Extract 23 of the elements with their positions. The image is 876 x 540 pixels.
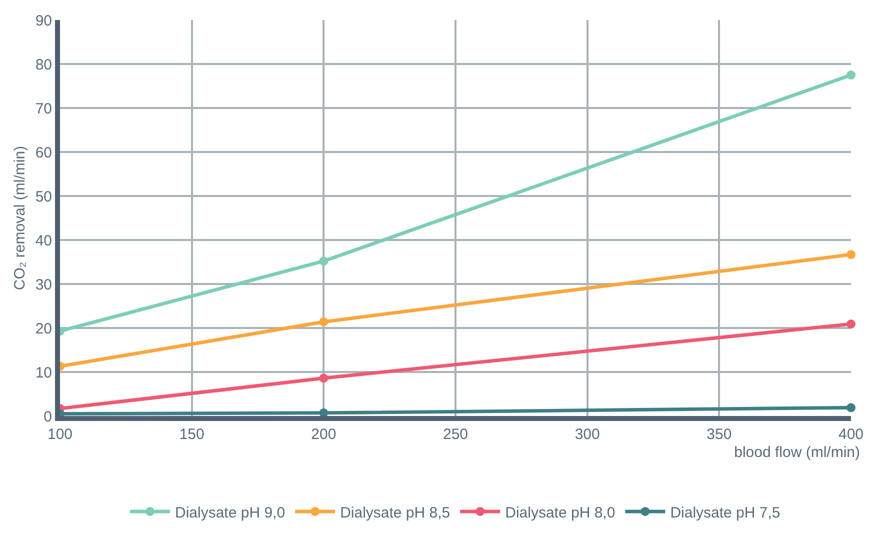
y-axis-title: CO₂ removal (ml/min) (12, 146, 29, 290)
y-tick-label: 40 (35, 232, 52, 250)
y-tick-label: 80 (35, 56, 52, 74)
y-tick-label: 10 (35, 364, 52, 382)
y-tick-label: 20 (35, 320, 52, 338)
y-tick-label: 0 (44, 408, 52, 426)
x-tick-label: 200 (311, 426, 336, 443)
y-tick-label: 50 (35, 188, 52, 206)
x-tick-label: 400 (838, 426, 864, 443)
x-tick-label: 100 (47, 426, 73, 443)
y-tick-label: 60 (35, 144, 52, 162)
x-axis-title: blood flow (ml/min) (734, 444, 860, 461)
x-tick-label: 150 (179, 426, 204, 443)
x-tick-label: 300 (574, 426, 600, 443)
y-tick-label: 90 (35, 12, 52, 30)
y-tick-label: 70 (35, 100, 52, 118)
legend-label: Dialysate pH 9,0 (175, 504, 286, 522)
x-tick-label: 350 (706, 426, 732, 443)
legend-label: Dialysate pH 8,0 (505, 504, 616, 522)
x-tick-label: 250 (442, 426, 468, 443)
y-tick-label: 30 (35, 276, 52, 294)
legend-label: Dialysate pH 8,5 (340, 504, 450, 522)
legend-label: Dialysate pH 7,5 (670, 504, 780, 522)
